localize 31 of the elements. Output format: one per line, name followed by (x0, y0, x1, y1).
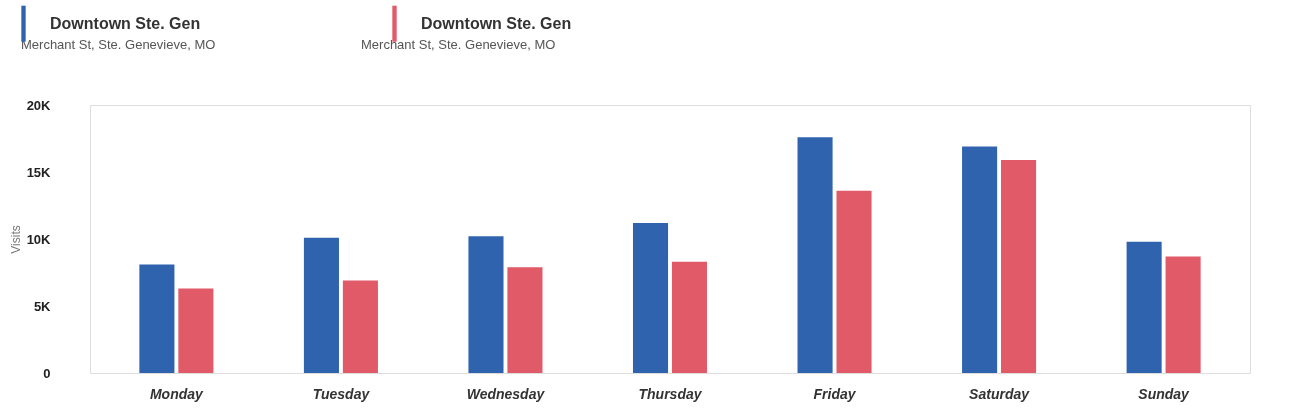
y-tick-label: 10K (26, 231, 52, 247)
bar (836, 190, 872, 373)
legend-label: Downtown Ste. Gen (50, 14, 201, 32)
bar (303, 237, 339, 373)
y-tick-label: 15K (26, 164, 52, 180)
bar (507, 267, 543, 373)
bar (1165, 256, 1201, 373)
bar (1001, 159, 1037, 373)
y-axis-title: Visits (8, 225, 23, 254)
x-tick-label: Monday (149, 385, 205, 402)
bar (178, 288, 214, 373)
bar (962, 146, 998, 373)
text: Merchant St, Ste. Genevieve, MO (21, 37, 216, 52)
bar (468, 236, 504, 373)
x-tick-label: Thursday (638, 385, 703, 402)
y-tick-label: 0 (43, 365, 51, 381)
x-tick-label: Tuesday (312, 385, 371, 402)
bar (632, 222, 669, 373)
bar (671, 261, 708, 373)
legend-label: Downtown Ste. Gen (421, 14, 572, 32)
y-tick-label: 20K (26, 97, 52, 113)
bar (1126, 241, 1162, 373)
bar (797, 137, 833, 373)
bar (139, 264, 175, 373)
y-tick-label: 5K (33, 298, 52, 314)
x-tick-label: Sunday (1138, 385, 1191, 402)
x-tick-label: Wednesday (466, 385, 546, 402)
x-tick-label: Friday (813, 385, 857, 402)
bar (342, 280, 378, 373)
x-tick-label: Saturday (969, 385, 1031, 402)
text: Merchant St, Ste. Genevieve, MO (361, 37, 556, 52)
